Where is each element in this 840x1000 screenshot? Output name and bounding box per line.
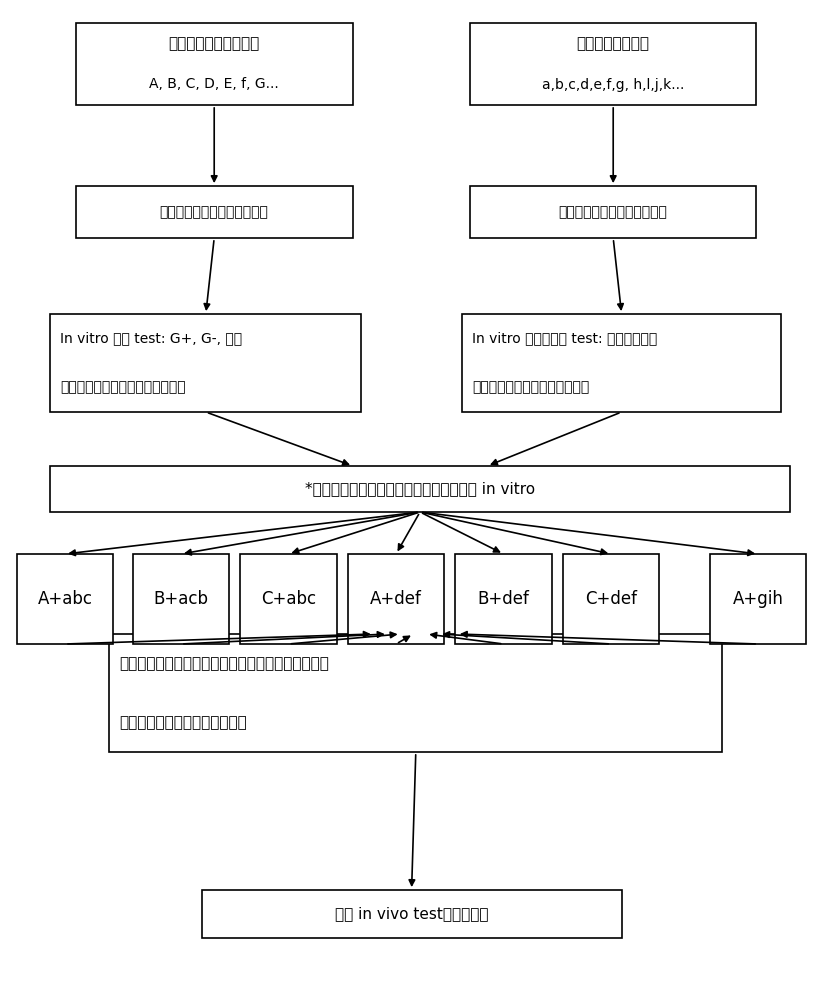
Text: 进入 in vivo test：养殖试验: 进入 in vivo test：养殖试验 xyxy=(335,906,488,922)
Bar xyxy=(109,634,722,752)
Text: B+acb: B+acb xyxy=(154,590,208,608)
Bar xyxy=(50,466,790,512)
Text: 有害菌（产气荚膜梭菌、拟杆菌）: 有害菌（产气荚膜梭菌、拟杆菌） xyxy=(60,381,186,395)
Text: A+def: A+def xyxy=(370,590,422,608)
Text: *胜出物质进行组合用肆道的正常菌群筛选 in vitro: *胜出物质进行组合用肆道的正常菌群筛选 in vitro xyxy=(305,482,535,496)
Bar xyxy=(133,554,229,644)
Bar xyxy=(470,23,756,105)
Bar xyxy=(17,554,113,644)
Bar xyxy=(240,554,337,644)
Bar xyxy=(563,554,659,644)
Text: A, B, C, D, E, f, G...: A, B, C, D, E, f, G... xyxy=(150,78,279,92)
Text: In vitro 抑菌 test: G+, G-, 肆道: In vitro 抑菌 test: G+, G-, 肆道 xyxy=(60,332,243,346)
Text: B+def: B+def xyxy=(478,590,529,608)
Text: 生长促进机理选择和功能分析: 生长促进机理选择和功能分析 xyxy=(559,205,668,219)
Bar xyxy=(76,23,353,105)
Text: a,b,c,d,e,f,g, h,l,j,k...: a,b,c,d,e,f,g, h,l,j,k... xyxy=(542,78,685,92)
Bar xyxy=(710,554,806,644)
Bar xyxy=(348,554,444,644)
Text: 生长促进物质筛选: 生长促进物质筛选 xyxy=(577,36,649,51)
Text: C+def: C+def xyxy=(585,590,637,608)
Text: 的理化性状，确定初步产品剂型: 的理化性状，确定初步产品剂型 xyxy=(119,715,247,730)
Text: A+abc: A+abc xyxy=(38,590,92,608)
Text: 抗菌活性天然物质筛选: 抗菌活性天然物质筛选 xyxy=(169,36,260,51)
Bar xyxy=(462,314,781,412)
Text: 按组方的最效关系确定三组复方配方；研究各组复方: 按组方的最效关系确定三组复方配方；研究各组复方 xyxy=(119,656,329,671)
Bar xyxy=(470,186,756,238)
Bar xyxy=(455,554,552,644)
Text: In vitro 生长促进剂 test: 肆道的正常菌: In vitro 生长促进剂 test: 肆道的正常菌 xyxy=(472,332,658,346)
Text: C+abc: C+abc xyxy=(261,590,316,608)
Text: 群如：（双岐杆菌、乳酸杆菌）: 群如：（双岐杆菌、乳酸杆菌） xyxy=(472,381,590,395)
Text: 抗菌作用机理选择和功能分析: 抗菌作用机理选择和功能分析 xyxy=(160,205,269,219)
Bar xyxy=(202,890,622,938)
Text: A+gih: A+gih xyxy=(732,590,784,608)
Bar xyxy=(76,186,353,238)
Bar xyxy=(50,314,361,412)
